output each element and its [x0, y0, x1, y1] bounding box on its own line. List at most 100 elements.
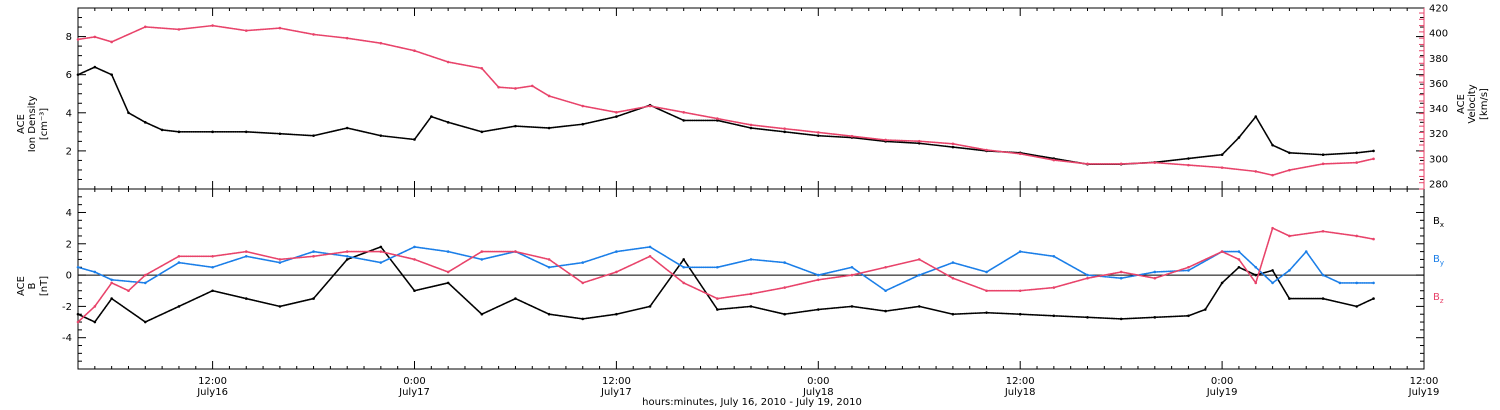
data-point-bz [1187, 265, 1190, 269]
bottom-left-axis-title-line-1: ACE [16, 276, 27, 296]
data-point-bz [127, 289, 130, 293]
data-point-by [817, 273, 820, 277]
data-point-ion-density [160, 128, 164, 132]
data-point-ion-density [1288, 151, 1291, 155]
data-point-by [278, 261, 282, 264]
x-tick-label-date: July17 [398, 387, 430, 398]
data-point-bx [1321, 297, 1325, 300]
top-left-axis-title: ACE Ion Density [cm⁻³] [16, 96, 50, 153]
x-axis-title: hours:minutes, July 16, 2010 - July 19, … [642, 397, 862, 408]
series-bx-trace [77, 246, 1375, 323]
data-point-bx [1288, 297, 1291, 300]
data-point-bx [1119, 317, 1123, 321]
data-point-bz [1086, 276, 1089, 280]
data-point-bz [917, 258, 921, 261]
data-point-bz [514, 250, 517, 253]
legend-bx-sub: x [1440, 221, 1444, 229]
data-point-bz [1018, 289, 1022, 293]
data-point-velocity [917, 139, 921, 143]
data-point-bz [1271, 226, 1274, 230]
data-point-ion-density [177, 130, 181, 134]
data-point-by [144, 281, 147, 285]
series-ion-density-trace [77, 66, 1375, 165]
data-point-by [93, 270, 97, 274]
data-point-velocity [783, 127, 786, 130]
data-point-bx [1153, 316, 1157, 319]
series-bz-trace [77, 227, 1375, 323]
legend-bz: Bz [1433, 292, 1444, 305]
data-point-ion-density [76, 73, 80, 76]
data-point-bz [1052, 286, 1056, 289]
data-point-ion-density [93, 65, 97, 69]
data-point-velocity [514, 87, 517, 90]
right-y-tick-label: 340 [1429, 104, 1448, 115]
data-point-by [985, 270, 988, 274]
data-point-velocity [497, 85, 500, 89]
data-point-bz [817, 278, 820, 282]
data-point-by [379, 261, 383, 264]
legend: Bx By Bz [1433, 216, 1444, 305]
x-tick-label-date: July16 [196, 387, 228, 398]
data-point-velocity [76, 38, 80, 41]
bottom-left-axis-title-line-2: B [27, 282, 38, 289]
series-velocity-trace [77, 24, 1375, 176]
data-point-bx [682, 258, 685, 261]
data-point-ion-density [345, 126, 349, 130]
right-y-tick-label: 420 [1429, 4, 1448, 15]
data-point-bx [1271, 269, 1274, 272]
data-point-velocity [817, 131, 820, 134]
right-y-tick-label: 380 [1429, 54, 1448, 65]
data-point-velocity [446, 60, 450, 64]
x-tick-label-time: 0:00 [1211, 376, 1233, 387]
data-point-ion-density [312, 134, 315, 137]
series-layer [76, 24, 1375, 324]
data-point-ion-density [1355, 151, 1358, 155]
data-point-ion-density [446, 121, 450, 124]
data-point-by [581, 261, 585, 264]
data-point-bx [514, 297, 517, 300]
data-point-by [783, 261, 786, 264]
legend-by-label: B [1433, 254, 1440, 265]
data-point-velocity [1355, 161, 1358, 164]
series-by-trace [77, 246, 1375, 292]
data-point-ion-density [581, 122, 585, 126]
series-bz [76, 226, 1375, 324]
data-point-bx [144, 320, 147, 324]
top-left-y-tick-label: 4 [66, 108, 72, 119]
data-point-bx [648, 305, 652, 308]
data-point-velocity [1271, 173, 1274, 177]
data-point-ion-density [547, 126, 551, 130]
data-point-bz [749, 292, 753, 296]
bottom-left-y-tick-label: -4 [62, 333, 72, 344]
data-point-bz [244, 250, 248, 253]
data-point-bx [446, 281, 450, 285]
x-tick-label-date: July18 [1004, 387, 1036, 398]
series-velocity [76, 24, 1375, 177]
data-point-by [1372, 281, 1375, 285]
data-point-bx [480, 312, 484, 316]
data-point-by [615, 250, 618, 253]
data-point-ion-density [1254, 115, 1258, 118]
top-right-axis-title-line-1: ACE [1456, 94, 1467, 114]
data-point-bz [76, 320, 80, 324]
data-point-bz [278, 258, 282, 261]
x-tick-label-time: 0:00 [403, 376, 425, 387]
data-point-velocity [951, 142, 955, 146]
data-point-by [1254, 265, 1258, 269]
data-point-bz [615, 270, 618, 274]
data-point-bx [211, 289, 214, 293]
right-y-tick-label: 300 [1429, 154, 1448, 165]
data-point-ion-density [615, 115, 618, 118]
data-point-by [1187, 269, 1190, 272]
data-point-by [446, 250, 450, 253]
data-point-velocity [648, 104, 652, 108]
x-tick-label-time: 12:00 [1410, 376, 1439, 387]
data-point-by [110, 278, 113, 282]
data-point-bz [1288, 234, 1291, 238]
data-point-bz [985, 289, 988, 293]
data-point-by [547, 265, 551, 269]
legend-bx-label: B [1433, 216, 1440, 227]
data-point-bz [951, 276, 955, 280]
data-point-bz [144, 273, 147, 277]
